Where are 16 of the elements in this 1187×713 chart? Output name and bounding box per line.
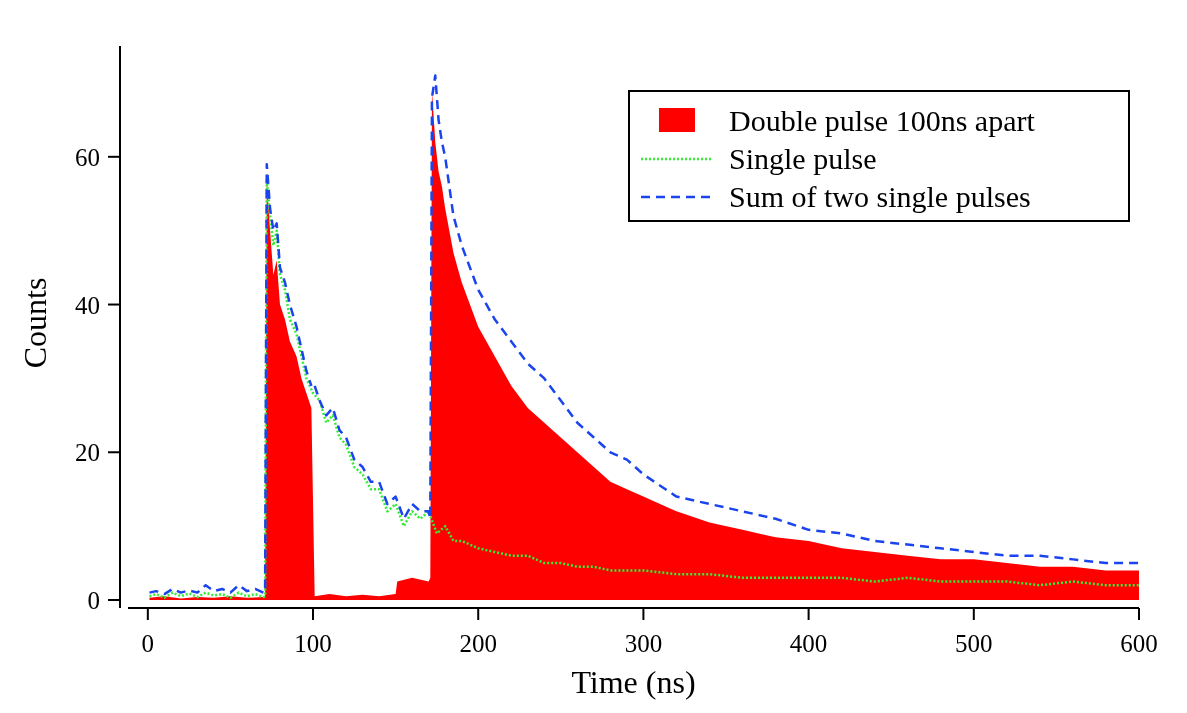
x-tick-label: 100 <box>294 630 332 657</box>
y-tick-label: 20 <box>75 439 100 467</box>
y-tick-label: 0 <box>87 587 100 614</box>
x-tick-label: 600 <box>1120 630 1158 657</box>
x-tick-label: 300 <box>624 630 663 657</box>
y-axis-title: Counts <box>17 277 53 369</box>
y-tick-label: 60 <box>75 143 100 171</box>
legend-label: Single pulse <box>729 142 877 175</box>
legend-label: Double pulse 100ns apart <box>729 104 1036 137</box>
x-tick-label: 400 <box>789 630 828 657</box>
x-tick-label: 500 <box>955 630 993 657</box>
y-tick-label: 40 <box>75 291 100 319</box>
legend-label: Sum of two single pulses <box>729 180 1031 213</box>
x-tick-label: 200 <box>459 630 497 657</box>
x-axis-title: Time (ns) <box>571 664 696 700</box>
x-tick-label: 0 <box>141 630 155 657</box>
